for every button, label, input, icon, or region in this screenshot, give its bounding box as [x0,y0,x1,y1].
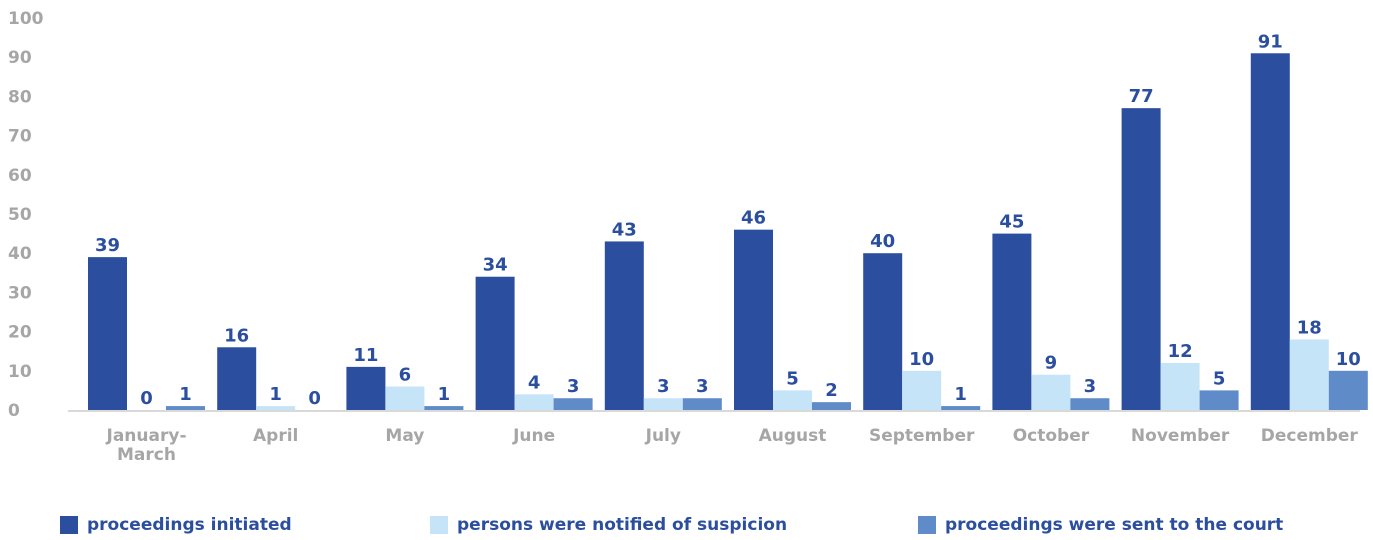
legend-item-proceedings-initiated: proceedings initiated [60,515,292,535]
legend-label: persons were notified of suspicion [457,515,788,535]
bar [902,370,942,410]
data-label: 10 [1336,349,1361,370]
x-category-label: July [645,426,681,446]
data-label: 18 [1297,317,1322,338]
x-category-label: June [512,426,555,446]
data-label: 3 [1084,376,1097,397]
bar [424,406,464,410]
data-label: 77 [1129,86,1154,107]
data-label: 1 [269,384,282,405]
legend-label: proceedings were sent to the court [945,515,1284,535]
data-label: 3 [696,376,709,397]
data-label: 5 [786,368,799,389]
y-tick-label: 10 [8,362,32,382]
bar [682,398,722,410]
bar [604,241,644,410]
bar [514,394,554,410]
bar [256,406,296,410]
x-axis-categories: January-March April May June July August Septe… [106,426,1359,465]
y-tick-label: 30 [8,283,32,303]
bar [812,402,851,410]
legend-swatch [60,516,78,534]
x-category-label: August [759,426,827,446]
y-tick-label: 90 [8,48,32,68]
x-category-label: September [869,426,975,446]
data-label: 6 [399,364,412,385]
legend-swatch [918,516,936,534]
x-category-label: December [1261,426,1359,446]
data-label: 46 [741,208,766,229]
data-label: 0 [308,388,321,409]
y-tick-label: 40 [8,244,32,264]
bar [1250,53,1290,410]
legend-swatch [430,516,448,534]
y-tick-label: 0 [8,401,20,421]
bar [88,257,127,410]
data-label: 4 [528,372,541,393]
data-label: 40 [870,231,895,252]
x-category-label: January-March [106,426,187,465]
y-tick-label: 20 [8,323,32,343]
legend-item-sent-to-court: proceedings were sent to the court [918,515,1283,535]
y-tick-label: 80 [8,87,32,107]
data-label: 34 [483,255,508,276]
bar [643,398,683,410]
bar [475,276,515,410]
y-tick-label: 50 [8,205,32,225]
data-label: 45 [999,212,1024,233]
bar [346,366,386,410]
bar [217,347,257,410]
data-label: 1 [179,384,192,405]
legend-label: proceedings initiated [87,515,292,535]
bar [385,386,425,410]
data-label: 1 [438,384,451,405]
y-axis-ticks: 0 10 20 30 40 50 60 70 80 90 100 [8,9,44,421]
data-label: 9 [1045,353,1058,374]
bar [1121,108,1161,410]
x-category-label: April [253,426,298,446]
data-label: 3 [567,376,580,397]
data-label: 5 [1213,368,1226,389]
bar [1070,398,1110,410]
x-category-label: November [1131,426,1230,446]
data-label: 1 [954,384,967,405]
data-label: 10 [909,349,934,370]
bar [1328,370,1368,410]
y-tick-label: 100 [8,9,44,29]
bar [734,229,773,410]
data-label: 0 [140,388,153,409]
bar [992,233,1032,410]
bar [1031,374,1071,410]
data-label: 91 [1258,31,1283,52]
bars [88,53,1368,410]
bar [553,398,593,410]
y-tick-label: 70 [8,127,32,147]
x-category-label: October [1013,426,1090,446]
bar [863,253,903,410]
data-label: 12 [1168,341,1193,362]
bar [1289,339,1329,410]
legend-item-persons-notified: persons were notified of suspicion [430,515,787,535]
data-label: 2 [825,380,838,401]
bar [941,406,981,410]
bar [773,390,812,410]
x-category-label: May [385,426,424,446]
data-label: 16 [224,325,249,346]
y-tick-label: 60 [8,166,32,186]
bar [1199,390,1239,410]
data-label: 11 [353,345,378,366]
bar [166,406,205,410]
bar [1160,362,1200,410]
data-label: 3 [657,376,670,397]
data-label: 39 [95,235,120,256]
data-label: 43 [612,219,637,240]
